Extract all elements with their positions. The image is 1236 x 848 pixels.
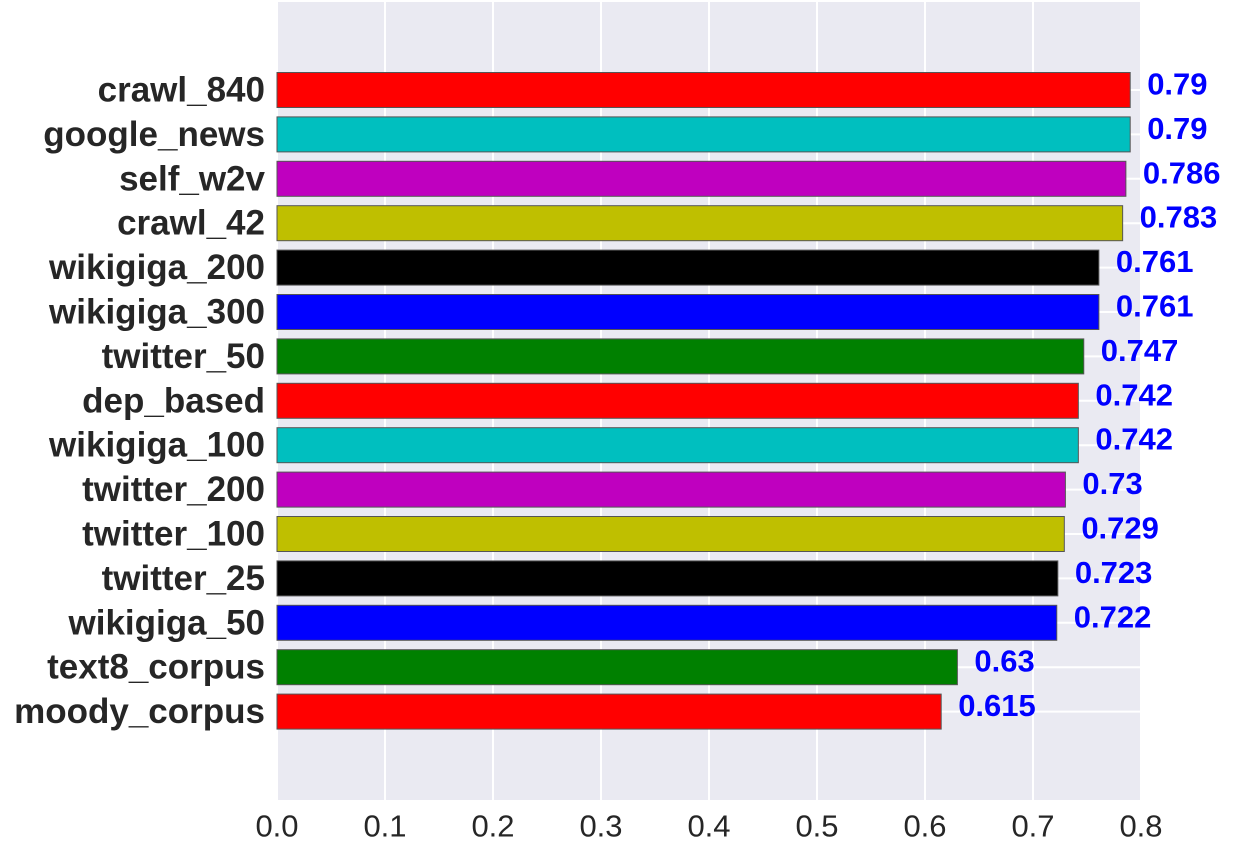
x-tick-label: 0.2 bbox=[471, 809, 514, 844]
y-tick-label: moody_corpus bbox=[14, 692, 265, 731]
x-tick-label: 0.3 bbox=[579, 809, 622, 844]
bar-google_news bbox=[276, 116, 1131, 153]
y-tick-label: wikigiga_50 bbox=[68, 603, 265, 642]
data-label: 0.63 bbox=[974, 644, 1034, 679]
y-tick-label: wikigiga_100 bbox=[48, 426, 265, 465]
bar-crawl_840 bbox=[276, 72, 1131, 108]
data-label: 0.723 bbox=[1075, 555, 1153, 590]
y-tick-label: self_w2v bbox=[119, 159, 265, 198]
bar-twitter_25 bbox=[276, 560, 1059, 597]
bar-text8_corpus bbox=[276, 649, 958, 686]
bar-moody_corpus bbox=[276, 693, 942, 730]
data-label: 0.761 bbox=[1116, 244, 1194, 279]
y-tick-label: wikigiga_300 bbox=[48, 293, 265, 332]
data-label: 0.761 bbox=[1116, 289, 1194, 324]
x-tick-label: 0.8 bbox=[1119, 809, 1162, 844]
data-label: 0.79 bbox=[1147, 67, 1207, 102]
y-tick-label: twitter_50 bbox=[102, 337, 265, 376]
y-tick-label: twitter_200 bbox=[82, 470, 265, 509]
y-tick-label: wikigiga_200 bbox=[48, 248, 265, 287]
data-label: 0.79 bbox=[1147, 111, 1207, 146]
y-tick-label: crawl_42 bbox=[117, 204, 265, 243]
bar-wikigiga_50 bbox=[276, 604, 1058, 641]
bar-dep_based bbox=[276, 382, 1079, 419]
bar-wikigiga_200 bbox=[276, 249, 1100, 286]
y-tick-label: google_news bbox=[43, 115, 265, 154]
x-tick-label: 0.5 bbox=[795, 809, 838, 844]
y-tick-label: twitter_25 bbox=[102, 559, 265, 598]
y-tick-labels: crawl_840 google_news self_w2v crawl_42wiki… bbox=[14, 71, 265, 732]
x-tick-label: 0.6 bbox=[903, 809, 946, 844]
data-label: 0.722 bbox=[1074, 599, 1152, 634]
data-label: 0.786 bbox=[1143, 155, 1221, 190]
bar-self_w2v bbox=[276, 160, 1127, 197]
y-tick-label: crawl_840 bbox=[98, 71, 265, 110]
data-label: 0.73 bbox=[1082, 466, 1142, 501]
data-label: 0.742 bbox=[1095, 422, 1173, 457]
x-tick-labels: 0.0 0.1 0.2 0.3 0.4 0.5 0.6 0.7 0.8 bbox=[255, 809, 1162, 844]
x-tick-label: 0.1 bbox=[363, 809, 406, 844]
bars bbox=[276, 72, 1131, 730]
data-labels: 0.79 0.79 0.786 0.783 0.761 0.761 0.747 0.742 0.… bbox=[958, 67, 1220, 724]
bar-crawl_42 bbox=[276, 205, 1124, 242]
data-label: 0.747 bbox=[1101, 333, 1179, 368]
bar-twitter_100 bbox=[276, 516, 1065, 552]
data-label: 0.783 bbox=[1140, 200, 1218, 235]
x-tick-label: 0.4 bbox=[687, 809, 730, 844]
data-label: 0.615 bbox=[958, 688, 1036, 723]
y-tick-label: text8_corpus bbox=[47, 648, 265, 687]
x-tick-label: 0.7 bbox=[1011, 809, 1054, 844]
bar-twitter_50 bbox=[276, 338, 1085, 375]
y-tick-label: twitter_100 bbox=[82, 515, 265, 554]
x-tick-label: 0.0 bbox=[255, 809, 298, 844]
data-label: 0.742 bbox=[1095, 377, 1173, 412]
data-label: 0.729 bbox=[1081, 511, 1159, 546]
bar-wikigiga_300 bbox=[276, 294, 1100, 330]
y-tick-label: dep_based bbox=[82, 381, 265, 420]
bar-twitter_200 bbox=[276, 471, 1066, 508]
bar-wikigiga_100 bbox=[276, 427, 1079, 464]
